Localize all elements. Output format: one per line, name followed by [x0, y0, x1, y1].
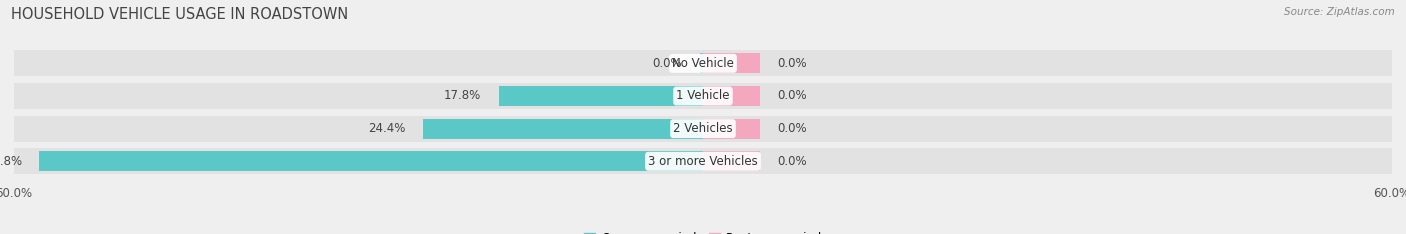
- Bar: [14, 50, 703, 77]
- Bar: [703, 50, 1392, 77]
- Text: 0.0%: 0.0%: [652, 57, 682, 70]
- Text: 57.8%: 57.8%: [0, 155, 22, 168]
- Text: 0.0%: 0.0%: [778, 57, 807, 70]
- Bar: [14, 148, 703, 174]
- Bar: [703, 53, 761, 73]
- Text: 2 Vehicles: 2 Vehicles: [673, 122, 733, 135]
- Legend: Owner-occupied, Renter-occupied: Owner-occupied, Renter-occupied: [579, 227, 827, 234]
- Bar: [703, 148, 1392, 174]
- Text: 3 or more Vehicles: 3 or more Vehicles: [648, 155, 758, 168]
- Bar: [499, 86, 703, 106]
- Text: 1 Vehicle: 1 Vehicle: [676, 89, 730, 102]
- Bar: [423, 119, 703, 139]
- Text: No Vehicle: No Vehicle: [672, 57, 734, 70]
- Bar: [39, 151, 703, 172]
- Bar: [700, 53, 703, 73]
- Text: 24.4%: 24.4%: [368, 122, 405, 135]
- Bar: [703, 116, 1392, 142]
- Bar: [14, 116, 703, 142]
- Bar: [703, 86, 761, 106]
- Text: 0.0%: 0.0%: [778, 155, 807, 168]
- Text: HOUSEHOLD VEHICLE USAGE IN ROADSTOWN: HOUSEHOLD VEHICLE USAGE IN ROADSTOWN: [11, 7, 349, 22]
- Text: 17.8%: 17.8%: [444, 89, 481, 102]
- Bar: [14, 83, 703, 109]
- Text: Source: ZipAtlas.com: Source: ZipAtlas.com: [1284, 7, 1395, 17]
- Bar: [703, 119, 761, 139]
- Bar: [703, 151, 761, 172]
- Bar: [703, 83, 1392, 109]
- Text: 0.0%: 0.0%: [778, 122, 807, 135]
- Text: 0.0%: 0.0%: [778, 89, 807, 102]
